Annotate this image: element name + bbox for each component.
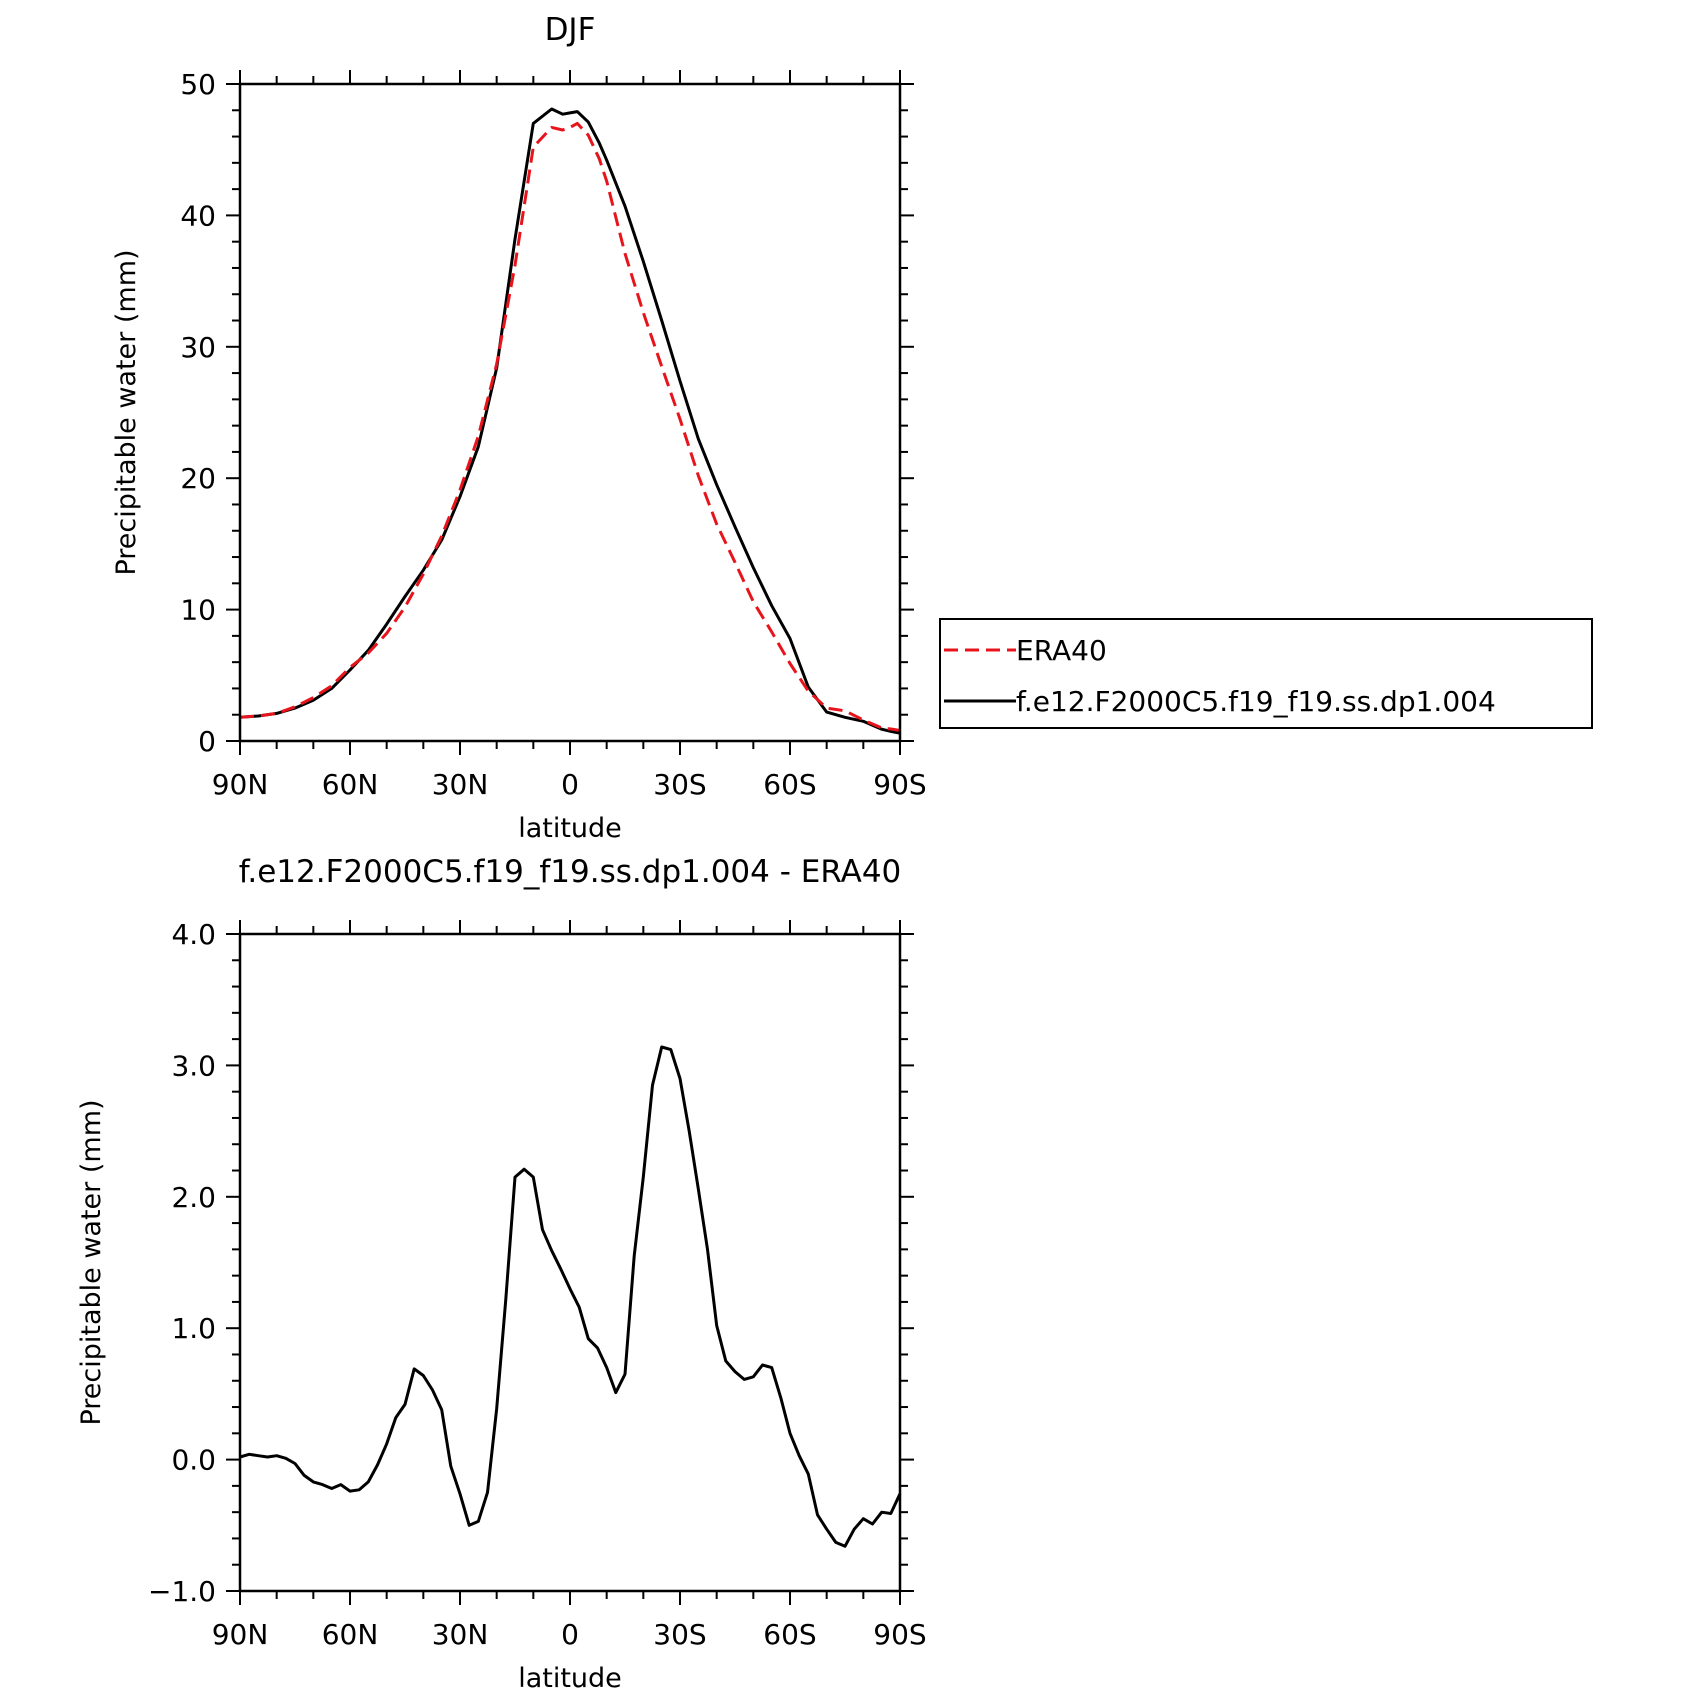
x-tick-label: 30S bbox=[653, 1618, 706, 1651]
y-tick-label: −1.0 bbox=[148, 1575, 216, 1608]
y-axis-label: Precipitable water (mm) bbox=[76, 1099, 107, 1425]
legend: ERA40 f.e12.F2000C5.f19_f19.ss.dp1.004 bbox=[939, 618, 1593, 729]
x-axis-label: latitude bbox=[518, 1663, 622, 1694]
era40-line bbox=[239, 121, 901, 732]
y-tick-label: 2.0 bbox=[171, 1181, 216, 1214]
series-lines bbox=[239, 107, 901, 735]
model-line bbox=[239, 107, 901, 735]
x-axis-label: latitude bbox=[518, 813, 622, 844]
x-tick-label: 0 bbox=[561, 768, 579, 801]
top-chart: DJF 0 10 20 30 40 50 90N 60N 30N 0 30S 60S 90S lati… bbox=[111, 12, 927, 844]
x-tick-label: 60N bbox=[322, 1618, 379, 1651]
x-tick-label: 0 bbox=[561, 1618, 579, 1651]
x-tick-label: 90N bbox=[212, 768, 269, 801]
y-tick-label: 20 bbox=[180, 462, 216, 495]
y-tick-label: 3.0 bbox=[171, 1049, 216, 1082]
x-tick-label: 90S bbox=[873, 768, 926, 801]
x-tick-label: 90S bbox=[873, 1618, 926, 1651]
legend-label-model: f.e12.F2000C5.f19_f19.ss.dp1.004 bbox=[1016, 685, 1496, 718]
x-tick-label: 30S bbox=[653, 768, 706, 801]
x-tick-label: 30N bbox=[432, 1618, 489, 1651]
plot-frame bbox=[238, 82, 902, 743]
y-axis-label: Precipitable water (mm) bbox=[111, 249, 142, 575]
legend-box bbox=[939, 618, 1593, 729]
tick-marks bbox=[226, 70, 914, 755]
x-tick-labels: 90N 60N 30N 0 30S 60S 90S bbox=[212, 1618, 927, 1651]
x-tick-label: 60S bbox=[763, 768, 816, 801]
y-tick-label: 50 bbox=[180, 68, 216, 101]
y-tick-label: 0.0 bbox=[171, 1444, 216, 1477]
x-tick-label: 30N bbox=[432, 768, 489, 801]
y-tick-labels: −1.0 0.0 1.0 2.0 3.0 4.0 bbox=[148, 918, 216, 1608]
tick-marks bbox=[226, 920, 914, 1605]
legend-label-era40: ERA40 bbox=[1016, 634, 1107, 667]
model-line bbox=[239, 1045, 902, 1548]
chart-title: DJF bbox=[545, 12, 596, 48]
y-tick-label: 10 bbox=[180, 594, 216, 627]
x-tick-label: 60N bbox=[322, 768, 379, 801]
y-tick-labels: 0 10 20 30 40 50 bbox=[180, 68, 216, 758]
x-tick-labels: 90N 60N 30N 0 30S 60S 90S bbox=[212, 768, 927, 801]
bottom-chart: f.e12.F2000C5.f19_f19.ss.dp1.004 - ERA40… bbox=[76, 854, 927, 1694]
y-tick-label: 1.0 bbox=[171, 1312, 216, 1345]
x-tick-label: 90N bbox=[212, 1618, 269, 1651]
plot-frame bbox=[238, 932, 902, 1593]
y-tick-label: 30 bbox=[180, 331, 216, 364]
y-tick-label: 0 bbox=[198, 725, 216, 758]
chart-title: f.e12.F2000C5.f19_f19.ss.dp1.004 - ERA40 bbox=[239, 854, 902, 890]
series-lines bbox=[239, 1045, 902, 1548]
x-tick-label: 60S bbox=[763, 1618, 816, 1651]
y-tick-label: 40 bbox=[180, 199, 216, 232]
y-tick-label: 4.0 bbox=[171, 918, 216, 951]
